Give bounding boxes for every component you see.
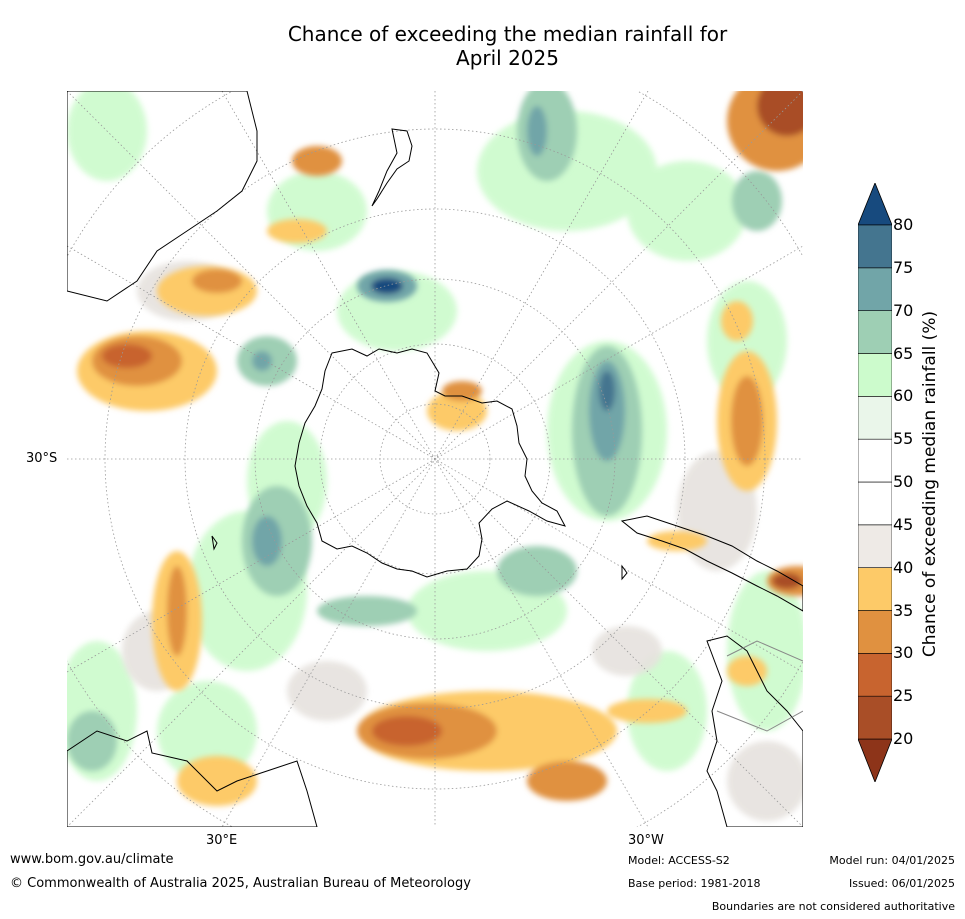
colorbar-top-arrow bbox=[858, 183, 892, 226]
colorbar-tick-label: 70 bbox=[893, 300, 914, 320]
colorbar-tick-label: 80 bbox=[893, 215, 914, 234]
footer-base-period: Base period: 1981-2018 bbox=[628, 877, 761, 890]
south-america-coastline bbox=[620, 515, 803, 612]
colorbar-band bbox=[858, 224, 892, 269]
longitude-label-30e: 30°E bbox=[206, 833, 238, 848]
africa-coastline bbox=[67, 91, 258, 302]
colorbar-tick-label: 30 bbox=[893, 643, 914, 663]
new-zealand-coastline bbox=[371, 128, 413, 207]
country-boundaries bbox=[716, 640, 803, 732]
colorbar-tick-label: 50 bbox=[893, 472, 914, 491]
colorbar-band bbox=[858, 353, 892, 397]
colorbar-band bbox=[858, 310, 892, 354]
latitude-label-30s: 30°S bbox=[26, 451, 58, 466]
colorbar bbox=[858, 183, 892, 782]
island-outline bbox=[211, 535, 218, 551]
colorbar-tick-label: 55 bbox=[893, 429, 914, 449]
title-line-1: Chance of exceeding the median rainfall … bbox=[287, 22, 728, 46]
light-green-anomaly-areas bbox=[67, 91, 803, 781]
footer-copyright: © Commonwealth of Australia 2025, Austra… bbox=[10, 876, 471, 891]
australia-coastline bbox=[67, 730, 318, 827]
colorbar-band bbox=[858, 524, 892, 568]
colorbar-band bbox=[858, 267, 892, 311]
island-outline bbox=[621, 564, 628, 581]
colorbar-bottom-arrow bbox=[858, 738, 892, 782]
colorbar-band bbox=[858, 695, 892, 740]
footer-disclaimer: Boundaries are not considered authoritat… bbox=[711, 900, 955, 913]
colorbar-band bbox=[858, 438, 892, 483]
colorbar-tick-label: 75 bbox=[893, 257, 914, 277]
colorbar-tick-label: 65 bbox=[893, 343, 914, 363]
footer-url: www.bom.gov.au/climate bbox=[10, 852, 174, 867]
colorbar-band bbox=[858, 653, 892, 697]
dry-anomaly-areas bbox=[77, 91, 803, 806]
colorbar-band bbox=[858, 610, 892, 654]
wet-anomaly-areas bbox=[67, 91, 782, 771]
south-america-land bbox=[706, 635, 803, 827]
colorbar-tick-label: 20 bbox=[893, 729, 914, 748]
longitude-label-30w: 30°W bbox=[628, 833, 664, 848]
colorbar-tick-label: 60 bbox=[893, 386, 914, 406]
footer-issued: Issued: 06/01/2025 bbox=[848, 877, 955, 890]
colorbar-tick-label: 35 bbox=[893, 600, 914, 620]
colorbar-tick-label: 45 bbox=[893, 514, 914, 534]
title-line-2: April 2025 bbox=[456, 46, 559, 70]
colorbar-tick-label: 40 bbox=[893, 557, 914, 577]
map-title: Chance of exceeding the median rainfall … bbox=[0, 22, 965, 70]
colorbar-band bbox=[858, 481, 892, 526]
graticule bbox=[67, 91, 803, 827]
colorbar-title: Chance of exceeding median rainfall (%) bbox=[920, 310, 940, 658]
colorbar-tick-label: 25 bbox=[893, 686, 914, 706]
footer-model-run: Model run: 04/01/2025 bbox=[829, 854, 955, 867]
polar-rainfall-map bbox=[67, 91, 803, 827]
colorbar-band bbox=[858, 396, 892, 440]
footer-model: Model: ACCESS-S2 bbox=[628, 854, 730, 867]
colorbar-band bbox=[858, 567, 892, 611]
antarctica-coastline bbox=[294, 348, 566, 578]
